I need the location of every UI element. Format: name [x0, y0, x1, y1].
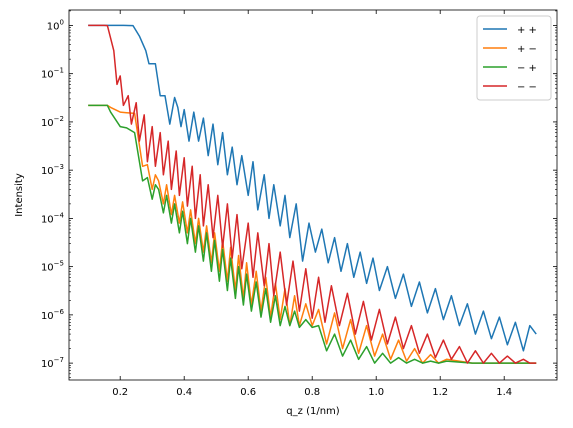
- plot-frame: [68, 9, 558, 381]
- x-tick-label: 1.4: [496, 387, 512, 398]
- x-tick-label: 0.2: [112, 387, 128, 398]
- y-tick-label: 10−4: [41, 211, 65, 225]
- legend-label-2: − +: [517, 63, 537, 74]
- legend-label-1: + −: [517, 44, 537, 55]
- series-layer: [88, 24, 537, 364]
- series-line-3: [88, 24, 537, 364]
- x-tick-label: 0.6: [240, 387, 256, 398]
- x-tick-label: 1.0: [368, 387, 384, 398]
- x-tick-label: 0.8: [304, 387, 320, 398]
- y-tick-label: 10−3: [41, 163, 64, 177]
- y-tick-label: 10−5: [41, 260, 64, 274]
- x-axis: 0.2 0.4 0.6 0.8 1.0 1.2 1.4: [112, 10, 512, 398]
- x-tick-label: 1.2: [432, 387, 448, 398]
- series-line-1: [88, 104, 537, 364]
- x-axis-label: q_z (1/nm): [286, 406, 339, 417]
- x-tick-label: 0.4: [176, 387, 192, 398]
- y-tick-label: 10−2: [41, 115, 64, 129]
- y-axis: 100 10−1 10−2 10−3 10−4 10−5 10−6 10−7: [41, 10, 557, 378]
- series-line-2: [88, 104, 537, 364]
- legend-label-0: + +: [517, 25, 537, 36]
- y-tick-label: 10−1: [41, 67, 64, 81]
- y-tick-label: 10−6: [41, 308, 65, 322]
- series-line-0: [88, 24, 537, 352]
- legend-box: [476, 15, 552, 101]
- legend: + + + − − + − −: [476, 15, 552, 101]
- y-axis-label: Intensity: [14, 173, 25, 217]
- legend-label-3: − −: [517, 82, 537, 93]
- y-tick-label: 10−7: [41, 356, 64, 370]
- y-tick-label: 100: [47, 18, 64, 32]
